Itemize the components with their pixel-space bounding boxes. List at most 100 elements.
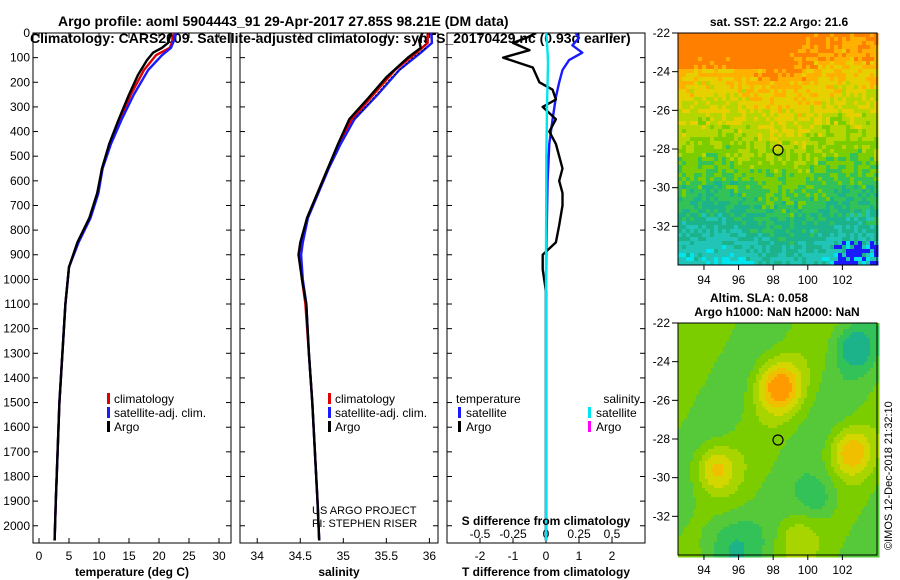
map-cell: [822, 53, 827, 58]
map-cell: [694, 97, 699, 102]
map-cell: [762, 157, 767, 162]
map-cell: [810, 53, 815, 58]
map-cell: [708, 359, 712, 363]
map-cell: [717, 386, 721, 390]
map-cell: [866, 229, 871, 234]
map-cell: [849, 350, 853, 354]
map-cell: [866, 53, 871, 58]
map-cell: [842, 65, 847, 70]
map-cell: [730, 185, 735, 190]
map-cell: [710, 37, 715, 42]
map-cell: [786, 137, 791, 142]
map-cell: [730, 53, 735, 58]
map-cell: [698, 53, 703, 58]
map-cell: [681, 323, 685, 327]
map-cell: [850, 85, 855, 90]
map-cell: [758, 257, 763, 262]
map-cell: [732, 338, 736, 342]
map-cell: [814, 113, 819, 118]
map-cell: [738, 153, 743, 158]
map-cell: [798, 109, 803, 114]
map-cell: [794, 257, 799, 262]
map-cell: [830, 117, 835, 122]
map-cell: [870, 383, 874, 387]
map-cell: [778, 181, 783, 186]
map-cell: [753, 368, 757, 372]
map-cell: [750, 41, 755, 46]
map-cell: [777, 341, 781, 345]
map-cell: [708, 389, 712, 393]
difference-legend: temperature satellite Argo salinity sate…: [456, 392, 640, 434]
map-cell: [762, 338, 766, 342]
map-cell: [866, 205, 871, 210]
map-cell: [876, 338, 880, 342]
map-cell: [830, 201, 835, 206]
map-cell: [802, 225, 807, 230]
map-cell: [810, 395, 814, 399]
map-cell: [874, 221, 879, 226]
map-cell: [858, 77, 863, 82]
map-cell: [792, 395, 796, 399]
map-cell: [818, 109, 823, 114]
map-cell: [795, 368, 799, 372]
map-cell: [710, 257, 715, 262]
map-cell: [855, 380, 859, 384]
map-cell: [714, 377, 718, 381]
map-cell: [714, 141, 719, 146]
map-cell: [858, 85, 863, 90]
map-cell: [678, 125, 683, 130]
map-cell: [786, 392, 790, 396]
map-cell: [874, 257, 879, 262]
map-cell: [682, 93, 687, 98]
map-cell: [876, 329, 880, 333]
map-cell: [726, 365, 730, 369]
map-cell: [854, 241, 859, 246]
map-cell: [774, 338, 778, 342]
map-cell: [744, 377, 748, 381]
map-cell: [747, 389, 751, 393]
map-cell: [690, 249, 695, 254]
map-cell: [864, 329, 868, 333]
map-cell: [852, 323, 856, 327]
map-cell: [746, 73, 751, 78]
map-cell: [782, 237, 787, 242]
map-cell: [766, 133, 771, 138]
map-cell: [842, 113, 847, 118]
map-cell: [876, 365, 880, 369]
map-cell: [873, 365, 877, 369]
map-cell: [753, 380, 757, 384]
map-cell: [758, 157, 763, 162]
map-cell: [810, 161, 815, 166]
map-cell: [862, 153, 867, 158]
map-cell: [722, 57, 727, 62]
map-cell: [866, 169, 871, 174]
map-cell: [814, 245, 819, 250]
map-cell: [810, 371, 814, 375]
map-cell: [726, 129, 731, 134]
map-cell: [696, 383, 700, 387]
map-cell: [783, 359, 787, 363]
map-cell: [774, 77, 779, 82]
map-cell: [694, 237, 699, 242]
map-cell: [746, 189, 751, 194]
map-cell: [754, 197, 759, 202]
map-cell: [744, 332, 748, 336]
map-cell: [794, 125, 799, 130]
map-cell: [778, 213, 783, 218]
map-cell: [738, 121, 743, 126]
difference-series-temperature-satellite: [544, 33, 584, 541]
map-cell: [786, 197, 791, 202]
map-cell: [720, 377, 724, 381]
map-cell: [828, 332, 832, 336]
map-cell: [678, 371, 682, 375]
map-cell: [822, 97, 827, 102]
map-cell: [834, 157, 839, 162]
map-cell: [794, 81, 799, 86]
map-cell: [862, 177, 867, 182]
map-cell: [730, 221, 735, 226]
map-cell: [702, 53, 707, 58]
map-cell: [758, 93, 763, 98]
map-cell: [686, 133, 691, 138]
map-cell: [807, 356, 811, 360]
map-cell: [706, 201, 711, 206]
